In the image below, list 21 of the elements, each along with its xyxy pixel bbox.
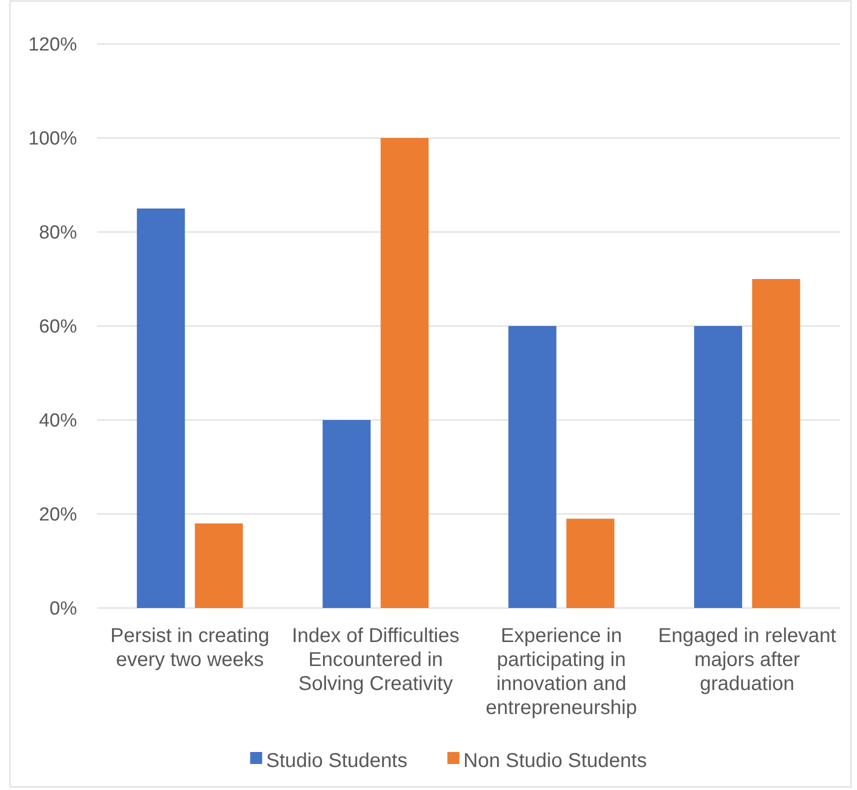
legend-label: Studio Students [266, 750, 408, 772]
bar [136, 208, 185, 608]
bar [566, 518, 614, 608]
y-tick-label: 20% [38, 504, 78, 526]
bar [694, 326, 742, 608]
y-tick-label: 120% [28, 34, 78, 56]
x-tick-label: Experience in participating in innovation and entrepreneurship [486, 625, 637, 719]
bar [322, 420, 371, 608]
y-tick-label: 80% [38, 222, 78, 244]
y-tick-label: 0% [50, 598, 78, 620]
x-tick-label: Persist in creating every two weeks [110, 625, 270, 671]
y-tick-label: 40% [38, 410, 78, 432]
x-tick-label: Index of Difficulties Encountered in Solving Creativity [292, 625, 460, 695]
bar [380, 138, 429, 608]
bar [752, 279, 800, 608]
bar [508, 326, 556, 608]
y-tick-label: 60% [38, 316, 78, 338]
bar [194, 523, 243, 608]
y-tick-label: 100% [28, 128, 78, 150]
x-tick-label: Engaged in relevant majors after graduation [658, 625, 837, 695]
legend-label: Non Studio Students [463, 750, 647, 772]
